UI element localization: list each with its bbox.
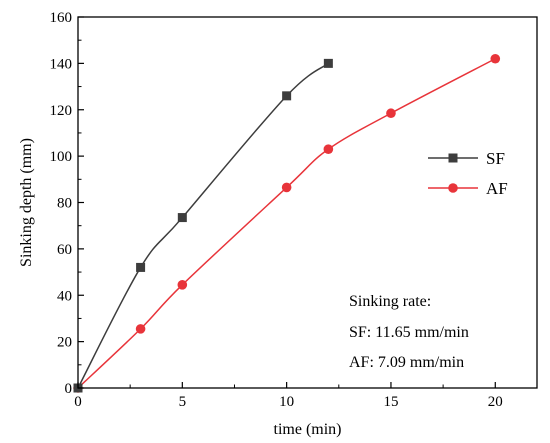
y-tick-label: 160 <box>50 10 73 26</box>
legend-item-sf: SF <box>428 149 505 168</box>
x-tick-label: 20 <box>488 394 503 410</box>
y-tick-label: 60 <box>57 242 72 258</box>
y-tick-label: 40 <box>57 288 72 304</box>
annotation-line-1: Sinking rate: <box>349 293 431 310</box>
legend-label-af: AF <box>486 179 508 198</box>
y-tick-label: 140 <box>50 56 73 72</box>
legend-marker-af <box>448 183 458 193</box>
data-point-af <box>177 280 188 290</box>
legend: SF AF <box>428 149 508 198</box>
data-point-sf <box>177 213 187 223</box>
x-tick-label: 5 <box>179 394 187 410</box>
series-sf <box>73 58 333 393</box>
data-point-af <box>490 53 501 64</box>
series-line-sf <box>77 62 329 389</box>
series-layer <box>73 53 501 393</box>
x-tick-label: 15 <box>383 394 398 410</box>
annotation-line-3: AF: 7.09 mm/min <box>349 354 464 371</box>
legend-marker-sf <box>448 153 458 163</box>
sinking-rate-annotation: Sinking rate: SF: 11.65 mm/min AF: 7.09 … <box>349 293 469 371</box>
y-tick-label: 0 <box>65 381 73 397</box>
legend-item-af: AF <box>428 179 508 198</box>
y-tick-label: 120 <box>50 103 73 119</box>
data-point-af <box>281 182 292 193</box>
ticks-layer: 0 5 10 15 20 0 20 40 60 80 100 120 140 160 <box>50 10 503 410</box>
x-tick-label: 0 <box>74 394 82 410</box>
data-point-sf <box>136 262 146 272</box>
y-axis-title: Sinking depth (mm) <box>18 138 35 267</box>
annotation-line-2: SF: 11.65 mm/min <box>349 324 469 341</box>
data-point-sf <box>282 91 292 101</box>
x-tick-label: 10 <box>279 394 294 410</box>
data-point-af <box>323 144 334 154</box>
y-tick-label: 80 <box>57 196 72 212</box>
y-tick-label: 100 <box>50 149 73 165</box>
data-point-af <box>135 324 146 334</box>
legend-label-sf: SF <box>486 149 505 168</box>
data-point-sf <box>323 58 333 68</box>
x-axis-title: time (min) <box>274 421 342 438</box>
series-af <box>73 53 501 393</box>
data-point-af <box>386 108 396 119</box>
y-tick-label: 20 <box>57 335 72 351</box>
